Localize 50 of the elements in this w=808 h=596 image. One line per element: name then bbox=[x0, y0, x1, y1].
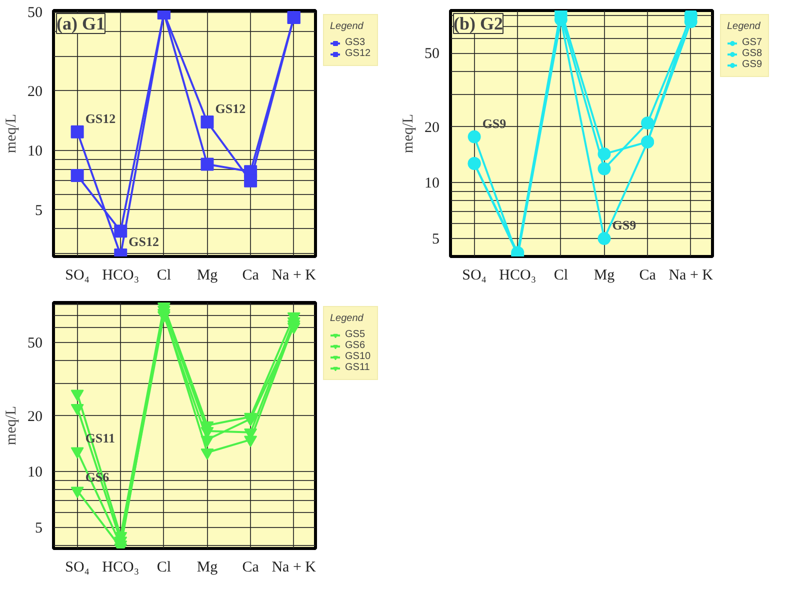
x-tick-label: Cl bbox=[554, 268, 568, 284]
y-tick-label: 5 bbox=[35, 202, 42, 219]
legend-label: GS5 bbox=[345, 329, 366, 340]
x-tick-label: Ca bbox=[639, 268, 656, 284]
y-axis-title: meq/L bbox=[4, 406, 20, 446]
x-tick-label: Na + K bbox=[668, 268, 714, 284]
annotation: GS12 bbox=[85, 110, 116, 126]
legend-title: Legend bbox=[330, 313, 364, 324]
y-tick-label: 50 bbox=[424, 46, 440, 62]
x-tick-label: Cl bbox=[156, 560, 172, 576]
legend-label: GS12 bbox=[345, 48, 371, 59]
legend-label: GS7 bbox=[742, 37, 762, 48]
y-tick-label: 50 bbox=[28, 5, 42, 22]
y-axis-title: meq/L bbox=[4, 114, 20, 154]
x-tick-label: Ca bbox=[242, 268, 260, 284]
y-tick-label: 10 bbox=[424, 176, 440, 192]
y-tick-label: 10 bbox=[28, 464, 42, 481]
x-tick-label: Na + K bbox=[272, 268, 316, 284]
chart-title: (a) G1 bbox=[56, 14, 105, 34]
legend-label: GS8 bbox=[742, 48, 762, 59]
y-tick-label: 5 bbox=[432, 232, 440, 248]
x-tick-label: SO₄ bbox=[65, 560, 90, 576]
y-tick-label: 10 bbox=[28, 143, 42, 160]
legend-label: GS11 bbox=[345, 362, 370, 373]
x-tick-label: HCO₃ bbox=[102, 560, 140, 576]
y-axis-title: meq/L bbox=[400, 114, 416, 154]
y-tick-label: 20 bbox=[28, 408, 42, 425]
x-tick-label: Na + K bbox=[272, 560, 316, 576]
legend-title: Legend bbox=[330, 21, 364, 32]
chart-title: (b) G2 bbox=[454, 14, 503, 34]
annotation: GS12 bbox=[128, 234, 159, 250]
x-tick-label: HCO₃ bbox=[102, 268, 140, 284]
legend-title: Legend bbox=[727, 21, 762, 32]
x-tick-label: SO₄ bbox=[65, 268, 90, 284]
x-tick-label: Mg bbox=[594, 268, 616, 284]
y-tick-label: 20 bbox=[424, 120, 440, 136]
x-tick-label: Mg bbox=[196, 268, 218, 284]
x-tick-label: SO₄ bbox=[462, 268, 487, 284]
legend-label: GS3 bbox=[345, 37, 366, 48]
x-tick-label: Ca bbox=[242, 560, 260, 576]
x-tick-label: Mg bbox=[196, 560, 218, 576]
annotation: GS12 bbox=[215, 101, 246, 116]
x-tick-label: HCO₃ bbox=[499, 268, 536, 284]
y-tick-label: 5 bbox=[35, 520, 42, 536]
y-tick-label: 20 bbox=[28, 84, 42, 100]
legend-label: GS9 bbox=[742, 59, 762, 70]
legend-label: GS6 bbox=[345, 340, 366, 351]
y-tick-label: 50 bbox=[28, 335, 42, 352]
legend-label: GS10 bbox=[345, 351, 371, 362]
x-tick-label: Cl bbox=[156, 268, 172, 284]
